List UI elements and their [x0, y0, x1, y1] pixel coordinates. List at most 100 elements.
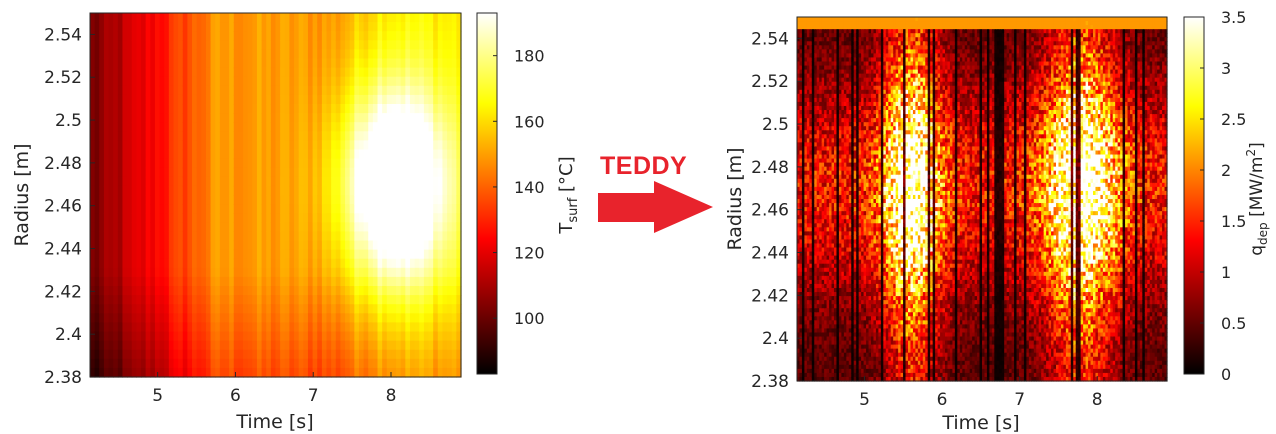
heatmap-cell: [136, 176, 142, 187]
heatmap-cell: [141, 304, 147, 314]
heatmap-cell: [428, 122, 434, 132]
heatmap-cell: [331, 222, 337, 232]
heatmap-cell: [801, 227, 805, 232]
heatmap-cell: [312, 313, 318, 323]
heatmap-cell: [298, 94, 304, 105]
heatmap-cell: [108, 85, 114, 96]
heatmap-cell: [335, 131, 342, 141]
heatmap-cell: [358, 204, 365, 214]
heatmap-cell: [150, 295, 156, 305]
heatmap-cell: [354, 286, 360, 296]
heatmap-cell: [136, 104, 142, 114]
heatmap-cell: [386, 249, 393, 260]
heatmap-cell: [456, 76, 462, 87]
heatmap-cell: [797, 376, 801, 382]
heatmap-cell: [433, 249, 439, 260]
heatmap-cell: [423, 213, 430, 223]
heatmap-cell: [405, 131, 411, 141]
heatmap-cell: [451, 240, 457, 251]
heatmap-cell: [164, 349, 170, 360]
heatmap-cell: [340, 140, 346, 151]
heatmap-cell: [219, 249, 226, 260]
heatmap-cell: [806, 122, 810, 127]
heatmap-cell: [145, 204, 151, 214]
heatmap-cell: [247, 122, 253, 132]
heatmap-cell: [335, 213, 342, 223]
heatmap-cell: [252, 286, 258, 296]
heatmap-cell: [261, 49, 267, 60]
heatmap-cell: [266, 367, 272, 378]
heatmap-cell: [215, 140, 221, 151]
heatmap-cell: [113, 140, 119, 151]
heatmap-cell: [804, 300, 808, 305]
heatmap-cell: [363, 231, 369, 242]
heatmap-cell: [224, 58, 230, 69]
heatmap-cell: [159, 40, 165, 50]
heatmap-cell: [321, 167, 328, 178]
heatmap-cell: [210, 76, 216, 87]
heatmap-cell: [386, 76, 393, 87]
heatmap-cell: [345, 131, 351, 141]
heatmap-cell: [797, 304, 801, 309]
heatmap-cell: [280, 67, 286, 78]
heatmap-cell: [90, 322, 96, 333]
heatmap-cell: [127, 295, 133, 305]
heatmap-cell: [266, 240, 272, 251]
heatmap-cell: [335, 349, 342, 360]
heatmap-cell: [801, 130, 805, 135]
heatmap-cell: [433, 67, 439, 78]
heatmap-cell: [354, 185, 360, 196]
heatmap-cell: [136, 304, 142, 314]
heatmap-cell: [178, 340, 184, 351]
heatmap-cell: [201, 94, 207, 105]
heatmap-cell: [423, 267, 430, 278]
heatmap-cell: [164, 304, 170, 314]
heatmap-cell: [377, 85, 383, 96]
heatmap-cell: [442, 222, 448, 232]
heatmap-cell: [187, 276, 193, 287]
heatmap-cell: [154, 195, 161, 205]
heatmap-cell: [275, 131, 281, 141]
heatmap-cell: [806, 259, 810, 265]
heatmap-cell: [238, 231, 244, 242]
heatmap-cell: [247, 40, 253, 50]
heatmap-cell: [187, 213, 193, 223]
heatmap-cell: [354, 195, 360, 205]
heatmap-cell: [94, 340, 100, 351]
heatmap-cell: [298, 67, 304, 78]
heatmap-cell: [806, 85, 810, 91]
heatmap-cell: [113, 31, 119, 41]
heatmap-cell: [804, 110, 808, 115]
heatmap-cell: [178, 122, 184, 132]
heatmap-cell: [168, 94, 175, 105]
heatmap-cell: [428, 94, 434, 105]
heatmap-cell: [270, 331, 277, 342]
heatmap-cell: [173, 331, 179, 342]
heatmap-cell: [238, 85, 244, 96]
heatmap-cell: [317, 67, 323, 78]
heatmap-cell: [447, 158, 453, 169]
heatmap-cell: [261, 331, 267, 342]
heatmap-cell: [405, 195, 411, 205]
heatmap-cell: [103, 195, 110, 205]
heatmap-cell: [312, 31, 318, 41]
heatmap-cell: [806, 332, 810, 338]
heatmap-cell: [321, 176, 328, 187]
heatmap-cell: [806, 275, 810, 281]
heatmap-cell: [345, 104, 351, 114]
heatmap-cell: [284, 185, 291, 196]
heatmap-cell: [433, 140, 439, 151]
heatmap-cell: [801, 207, 805, 212]
heatmap-cell: [280, 276, 286, 287]
heatmap-cell: [428, 213, 434, 223]
heatmap-cell: [396, 113, 402, 123]
heatmap-cell: [270, 367, 277, 378]
heatmap-cell: [141, 222, 147, 232]
heatmap-cell: [363, 195, 369, 205]
heatmap-cell: [122, 140, 128, 151]
heatmap-cell: [99, 22, 105, 32]
heatmap-cell: [307, 94, 314, 105]
heatmap-cell: [187, 49, 193, 60]
heatmap-cell: [210, 240, 216, 251]
heatmap-cell: [224, 185, 230, 196]
